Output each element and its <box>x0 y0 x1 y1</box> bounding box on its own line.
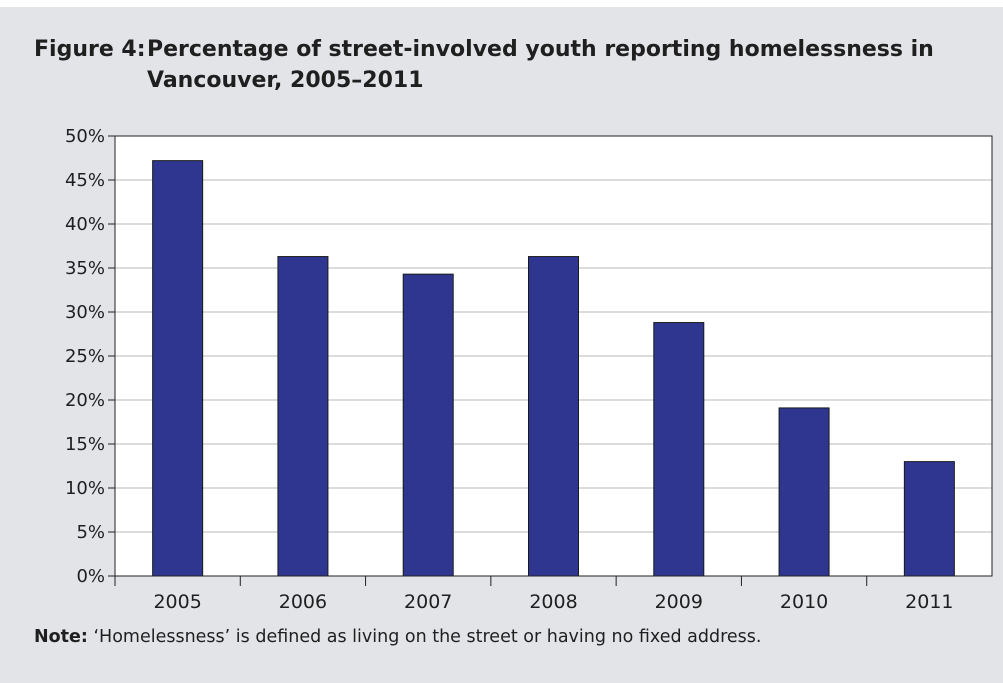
y-tick-label: 15% <box>65 434 105 455</box>
y-tick-label: 5% <box>76 522 105 543</box>
figure-title-text: Percentage of street-involved youth repo… <box>147 37 934 93</box>
y-tick-label: 45% <box>65 170 105 191</box>
y-tick-label: 30% <box>65 302 105 323</box>
y-tick-label: 20% <box>65 390 105 411</box>
y-tick-label: 35% <box>65 258 105 279</box>
y-tick-labels: 0% 5% 10% 15% 20% 25% 30% 35% 40% 45% 50% <box>65 126 105 587</box>
x-tick-label: 2010 <box>780 591 828 613</box>
bar-2005 <box>152 160 204 577</box>
bar-2006 <box>277 256 329 577</box>
bar-2010 <box>778 407 830 577</box>
bar-2009 <box>653 322 705 577</box>
x-tick-label: 2007 <box>404 591 452 613</box>
x-tick-label: 2006 <box>279 591 327 613</box>
x-tick-label: 2005 <box>153 591 201 613</box>
y-tick-label: 25% <box>65 346 105 367</box>
bars <box>152 160 955 577</box>
figure-label: Figure 4: <box>34 37 146 62</box>
x-tick-label: 2008 <box>529 591 577 613</box>
x-tick-labels: 2005 2006 2007 2008 2009 2010 2011 <box>153 591 953 613</box>
bar-2011 <box>903 461 955 577</box>
note-text: ‘Homelessness’ is defined as living on t… <box>87 627 762 647</box>
bar-2007 <box>402 273 454 577</box>
note-label: Note: <box>34 627 88 647</box>
x-tick-label: 2009 <box>655 591 703 613</box>
figure-note: Note: ‘Homelessness’ is defined as livin… <box>34 627 761 647</box>
plot-border <box>114 135 993 577</box>
y-tick-label: 40% <box>65 214 105 235</box>
axes <box>108 135 993 586</box>
bar-2008 <box>528 256 579 577</box>
y-tick-label: 50% <box>65 126 105 147</box>
y-tick-label: 0% <box>76 566 105 587</box>
y-tick-label: 10% <box>65 478 105 499</box>
x-tick-label: 2011 <box>905 591 953 613</box>
